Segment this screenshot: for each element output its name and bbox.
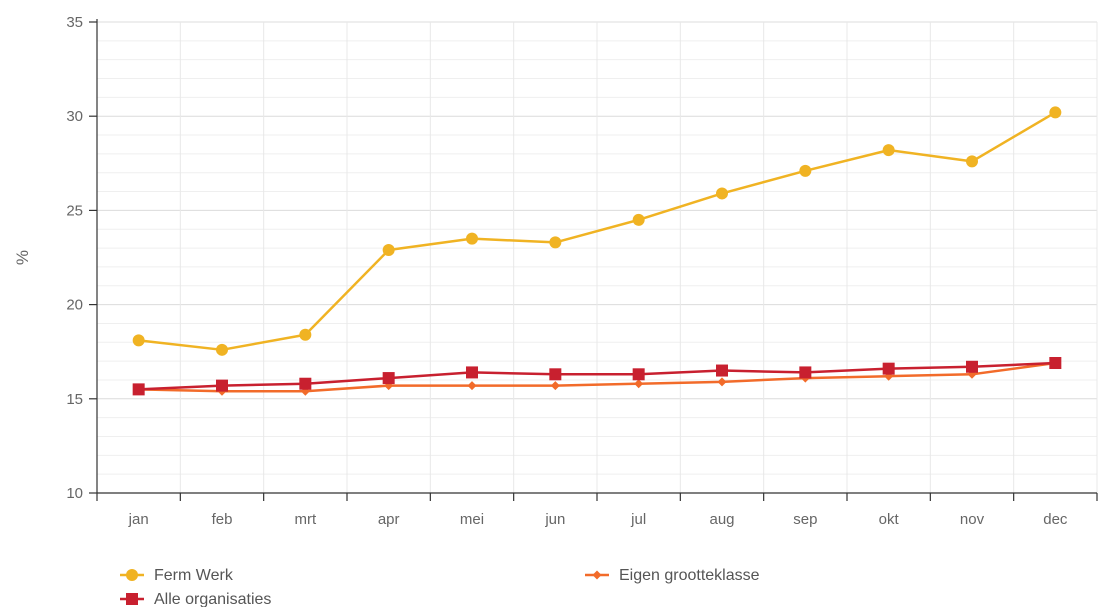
y-tick-label: 10 (66, 485, 83, 502)
data-point (716, 187, 728, 200)
legend-item: Eigen grootteklasse (585, 567, 760, 584)
data-point (549, 368, 562, 381)
axes: 10 15 20 25 30 35 jan feb mrt apr mei jun jul aug sep o… (66, 14, 1098, 528)
y-tick-label: 35 (66, 14, 83, 31)
legend-marker (126, 569, 138, 581)
data-point (632, 213, 645, 226)
data-point (382, 372, 395, 385)
x-tick-label: dec (1043, 511, 1068, 528)
series-ferm-werk (132, 106, 1062, 356)
y-tick-label: 25 (66, 202, 83, 219)
data-point (382, 243, 395, 256)
x-tick-label: feb (212, 511, 233, 528)
data-point (132, 334, 145, 347)
legend-label: Ferm Werk (154, 567, 234, 584)
legend-item: Ferm Werk (120, 567, 234, 584)
legend-label: Alle organisaties (154, 591, 271, 607)
x-tick-label: jan (128, 511, 149, 528)
legend-item: Alle organisaties (120, 591, 271, 607)
data-point (1049, 106, 1062, 119)
x-tick-label: apr (378, 511, 400, 528)
data-point (882, 144, 895, 157)
legend: Ferm Werk Eigen grootteklasse Alle organis… (120, 567, 760, 607)
data-point (717, 377, 727, 387)
x-tick-label: aug (709, 511, 734, 528)
data-point (716, 364, 728, 377)
data-point (1049, 357, 1062, 370)
data-point (466, 232, 478, 245)
x-tick-label: jun (544, 511, 565, 528)
series-line (138, 111, 1056, 352)
data-point (299, 328, 312, 341)
y-tick-label: 20 (66, 297, 83, 314)
data-point (550, 381, 560, 391)
data-point (882, 362, 895, 375)
x-tick-label: nov (960, 511, 985, 528)
series-line (138, 361, 1056, 391)
grid (96, 21, 1098, 493)
x-tick-label: okt (879, 511, 900, 528)
data-point (549, 236, 562, 249)
x-tick-label: mei (460, 511, 484, 528)
data-point (966, 360, 978, 373)
data-point (216, 343, 228, 356)
data-point (799, 164, 812, 177)
data-point (132, 383, 145, 396)
x-tick-label: jul (630, 511, 646, 528)
legend-marker (592, 570, 602, 580)
y-tick-label: 30 (66, 108, 83, 125)
data-point (966, 155, 978, 168)
series-layer (132, 106, 1062, 396)
x-tick-label: mrt (294, 511, 316, 528)
data-point (467, 381, 477, 391)
y-axis-title: % (13, 250, 32, 265)
legend-label: Eigen grootteklasse (619, 567, 760, 584)
data-point (799, 366, 812, 379)
data-point (299, 377, 312, 390)
data-point (466, 366, 478, 379)
series-alle-organisaties (132, 357, 1062, 396)
y-tick-label: 15 (66, 391, 83, 408)
data-point (632, 368, 645, 381)
series-line (138, 361, 1056, 393)
x-tick-label: sep (793, 511, 817, 528)
data-point (634, 379, 644, 389)
legend-marker (126, 593, 138, 605)
data-point (216, 379, 228, 392)
